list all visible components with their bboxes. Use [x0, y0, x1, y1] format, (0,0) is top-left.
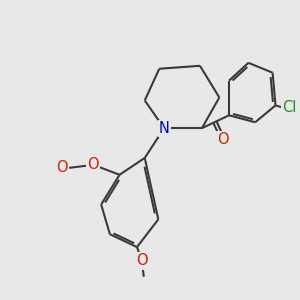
Text: O: O: [136, 254, 148, 268]
Text: O: O: [88, 158, 99, 172]
Text: N: N: [159, 121, 170, 136]
Text: O: O: [56, 160, 68, 175]
Text: Cl: Cl: [282, 100, 297, 115]
Text: O: O: [217, 132, 229, 147]
